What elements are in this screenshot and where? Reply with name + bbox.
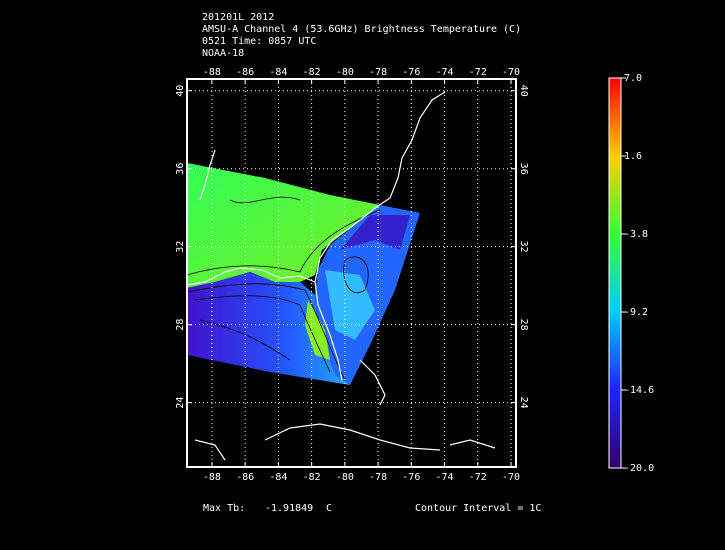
cold-region xyxy=(340,215,410,250)
lon-label: -84 xyxy=(269,67,287,78)
lon-label: -76 xyxy=(402,67,420,78)
title-line: AMSU-A Channel 4 (53.6GHz) Brightness Te… xyxy=(202,24,521,35)
title-line: 201201L 2012 xyxy=(202,12,274,23)
lat-label: 28 xyxy=(518,319,529,331)
map-frame xyxy=(186,78,517,468)
lon-label: -88 xyxy=(203,67,221,78)
max-label: Max Tb: xyxy=(203,503,245,514)
colorbar-label: -9.2 xyxy=(624,307,648,318)
colorbar xyxy=(608,77,622,469)
lat-label: 36 xyxy=(518,163,529,175)
gulf-region xyxy=(187,272,350,385)
lon-label: -82 xyxy=(303,472,321,483)
lon-label: -70 xyxy=(502,67,520,78)
title: 201201L 2012 AMSU-A Channel 4 (53.6GHz) … xyxy=(202,12,521,59)
colorbar-label: 7.0 xyxy=(624,73,642,84)
mid-region xyxy=(325,270,375,340)
lon-label: -70 xyxy=(502,472,520,483)
lon-label: -72 xyxy=(469,67,487,78)
lat-label: 40 xyxy=(175,85,186,97)
hispaniola xyxy=(449,439,496,449)
max-value: -1.91849 xyxy=(265,503,313,514)
lat-label: 24 xyxy=(518,397,529,409)
footer: Max Tb: -1.91849 C Contour Interval = 1C xyxy=(203,503,541,514)
yucatan xyxy=(194,439,226,461)
lon-label: -78 xyxy=(369,472,387,483)
max-unit: C xyxy=(326,503,332,514)
cuba xyxy=(264,423,441,451)
warm-region xyxy=(187,163,380,288)
lon-label: -74 xyxy=(436,67,454,78)
bahamas xyxy=(359,359,386,406)
contour-interval: Contour Interval = 1C xyxy=(415,503,541,514)
lat-label: 40 xyxy=(518,85,529,97)
lon-label: -76 xyxy=(402,472,420,483)
lon-label: -86 xyxy=(236,472,254,483)
gulf-coast xyxy=(186,267,316,286)
lat-label: 36 xyxy=(175,163,186,175)
lon-label: -86 xyxy=(236,67,254,78)
lat-label: 24 xyxy=(175,397,186,409)
colorbar-label: -20.0 xyxy=(624,463,654,474)
title-line: NOAA-18 xyxy=(202,48,244,59)
lon-label: -84 xyxy=(269,472,287,483)
lon-label: -88 xyxy=(203,472,221,483)
colorbar-label: -14.6 xyxy=(624,385,654,396)
colorbar-label: 1.6 xyxy=(624,151,642,162)
title-line: 0521 Time: 0857 UTC xyxy=(202,36,316,47)
lon-label: -80 xyxy=(336,67,354,78)
lat-label: 32 xyxy=(518,241,529,253)
lon-label: -72 xyxy=(469,472,487,483)
lat-label: 28 xyxy=(175,319,186,331)
east-coast xyxy=(314,91,446,381)
lon-label: -82 xyxy=(303,67,321,78)
coastline xyxy=(186,91,496,461)
lon-label: -80 xyxy=(336,472,354,483)
lat-label: 32 xyxy=(175,241,186,253)
lon-label: -78 xyxy=(369,67,387,78)
colorbar-label: -3.8 xyxy=(624,229,648,240)
inland-line xyxy=(199,149,216,201)
data-field xyxy=(186,163,420,385)
lon-label: -74 xyxy=(436,472,454,483)
